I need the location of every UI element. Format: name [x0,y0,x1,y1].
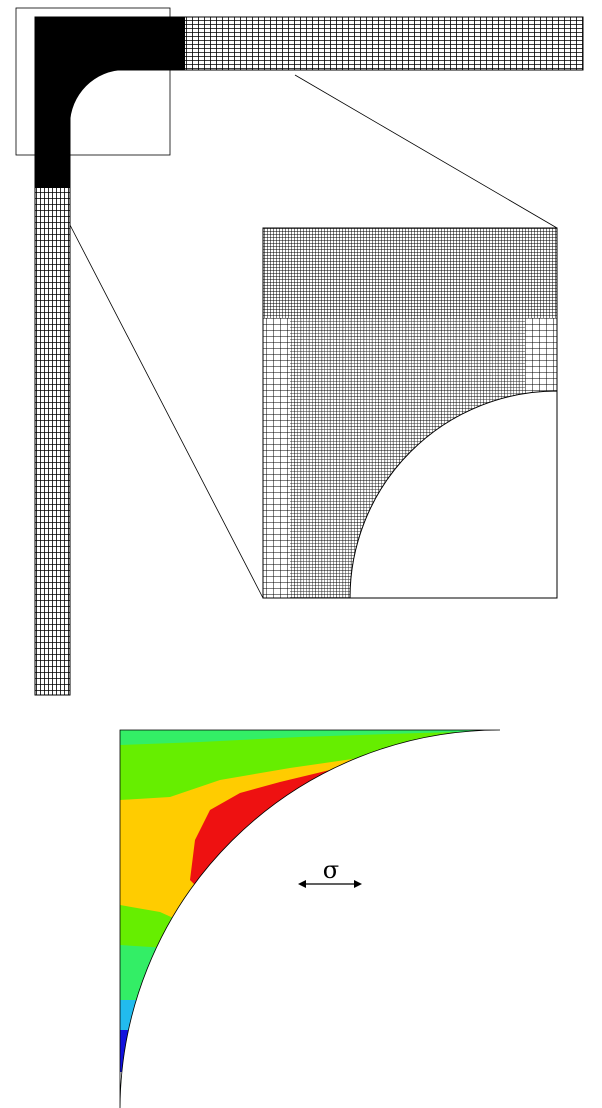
zoom-line [295,75,557,228]
band [120,945,200,1108]
band [120,1030,200,1072]
band [120,745,500,1108]
dense-corner [35,17,185,188]
contour [120,730,500,1108]
figure: σ [0,0,602,1108]
page: σ (() => { const data = JSON.parse(docum… [0,0,602,1108]
zoom-line [70,225,263,598]
zoom-structured-top [263,228,557,318]
band [120,975,200,1108]
band [120,1072,200,1108]
band [120,731,500,1108]
stress-label: σ [323,856,339,884]
